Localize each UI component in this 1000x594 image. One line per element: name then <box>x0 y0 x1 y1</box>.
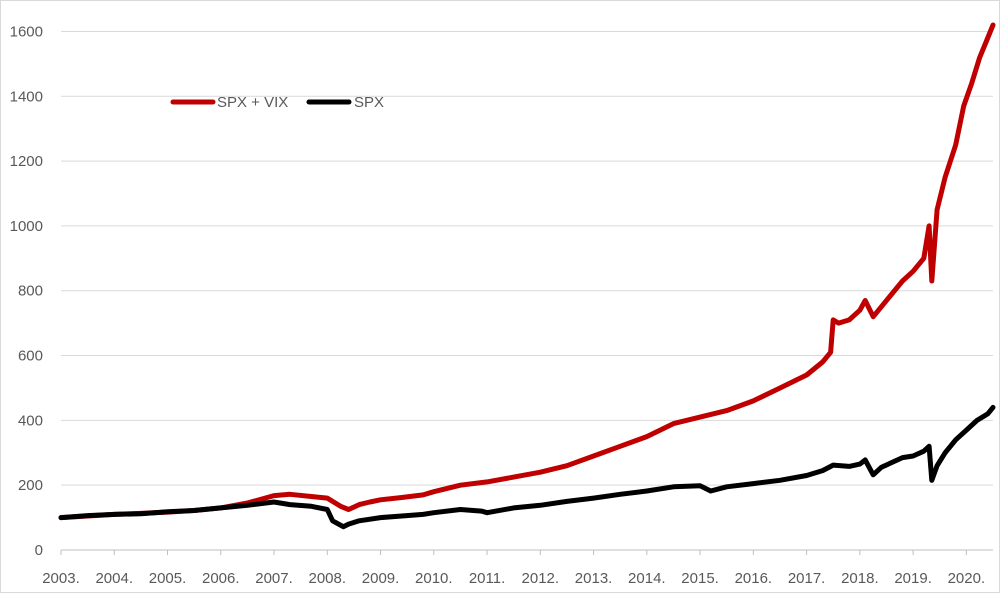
y-tick-label: 1600 <box>10 23 43 40</box>
x-tick-label: 2015. <box>681 570 719 587</box>
legend-label-spx-vix: SPX + VIX <box>217 94 288 111</box>
x-tick-label: 2011. <box>469 570 505 587</box>
x-tick-label: 2008. <box>309 570 347 587</box>
x-tick-label: 2004. <box>95 570 133 587</box>
x-tick-label: 2003. <box>42 570 80 587</box>
y-tick-label: 1400 <box>10 88 43 105</box>
x-tick-label: 2007. <box>255 570 293 587</box>
series-line-spx <box>58 404 996 530</box>
x-tick-label: 2017. <box>788 570 826 587</box>
x-tick-label: 2020. <box>948 570 986 587</box>
x-tick-label: 2005. <box>149 570 187 587</box>
y-axis-tick-labels: 0 200 400 600 800 1000 1200 1400 1600 <box>10 23 43 559</box>
y-tick-label: 800 <box>18 283 43 300</box>
x-tick-label: 2010. <box>415 570 453 587</box>
y-tick-label: 200 <box>18 477 43 494</box>
x-tick-label: 2018. <box>841 570 879 587</box>
legend: SPX + VIX SPX <box>170 94 384 111</box>
x-tick-label: 2012. <box>522 570 560 587</box>
series-lines <box>58 22 996 530</box>
x-tick-label: 2019. <box>894 570 932 587</box>
y-tick-label: 400 <box>18 412 43 429</box>
y-tick-label: 1200 <box>10 153 43 170</box>
legend-label-spx: SPX <box>354 94 384 111</box>
x-tick-label: 2006. <box>202 570 240 587</box>
x-axis-tick-labels: 2003. 2004. 2005. 2006. 2007. 2008. 2009. 2010.… <box>42 570 985 587</box>
x-tick-label: 2014. <box>628 570 666 587</box>
x-tick-label: 2009. <box>362 570 400 587</box>
x-axis <box>60 549 993 555</box>
grid-lines <box>61 30 993 486</box>
y-tick-label: 0 <box>35 542 43 559</box>
x-tick-label: 2016. <box>735 570 773 587</box>
y-tick-label: 600 <box>18 348 43 365</box>
x-tick-label: 2013. <box>575 570 613 587</box>
y-tick-label: 1000 <box>10 218 43 235</box>
series-line-spx-vix <box>58 22 996 521</box>
